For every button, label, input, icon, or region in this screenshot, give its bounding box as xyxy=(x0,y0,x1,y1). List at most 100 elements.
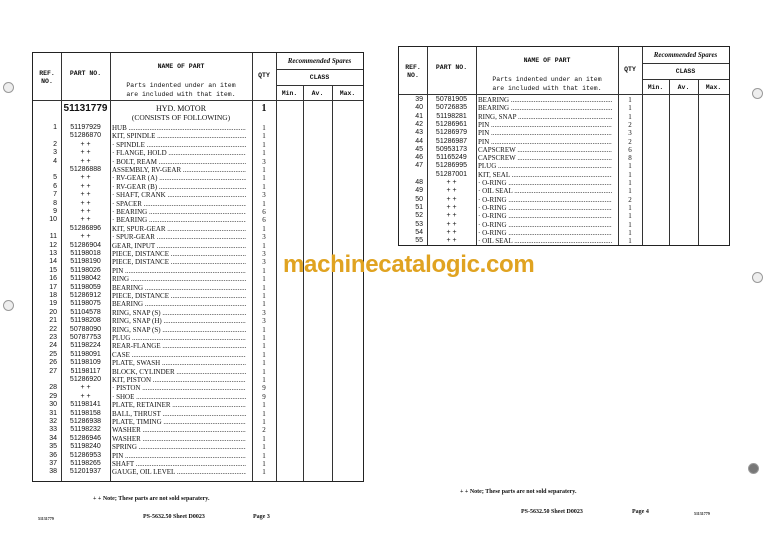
quantity: 3 xyxy=(262,308,266,317)
header-divider xyxy=(33,100,363,101)
quantity: 1 xyxy=(262,292,266,300)
part-no-header: PART NO. xyxy=(69,70,102,77)
quantity: 1 xyxy=(628,96,632,104)
ref-no: 25 xyxy=(49,350,57,358)
part-no: + + xyxy=(80,392,91,400)
part-no: 51286938 xyxy=(69,418,102,425)
column-divider xyxy=(61,53,62,481)
table-row: 27 51198117 BLOCK, CYLINDER 1 xyxy=(33,368,363,376)
quantity: 3 xyxy=(262,317,266,326)
table-row: 28 + + · PISTON 9 xyxy=(33,384,363,392)
part-name: · SPACER xyxy=(112,200,246,208)
header-divider xyxy=(276,85,363,86)
part-no: 51286995 xyxy=(435,162,468,170)
header-divider xyxy=(399,94,729,95)
part-name: KIT, SPINDLE xyxy=(112,132,246,140)
table-row: 48 + + · O-RING 1 xyxy=(399,179,729,187)
part-no: 51286920 xyxy=(69,376,102,383)
part-name: GEAR, INPUT xyxy=(112,242,246,250)
part-no: 51286912 xyxy=(69,292,102,299)
part-name: PIN xyxy=(112,267,246,275)
part-no: + + xyxy=(80,140,91,148)
table-row: 16 51198042 RING 1 xyxy=(33,275,363,283)
part-name: · BEARING xyxy=(112,216,246,224)
part-no: 51198091 xyxy=(70,350,101,358)
part-name: PLUG xyxy=(478,162,612,170)
quantity: 1 xyxy=(262,149,266,158)
part-name: CASE xyxy=(112,351,246,359)
ref-no: 10 xyxy=(49,216,57,224)
part-name: PLATE, TIMING xyxy=(112,418,246,426)
ref-no: 39 xyxy=(415,96,423,103)
ref-no: 14 xyxy=(49,258,57,266)
part-no: + + xyxy=(80,174,91,182)
ref-no: 35 xyxy=(49,443,57,451)
ref-no: 50 xyxy=(415,195,423,203)
table-row: 3 + + · FLANGE, HOLD 1 xyxy=(33,149,363,157)
part-name: BEARING xyxy=(478,96,612,104)
part-no: 51198208 xyxy=(70,317,101,325)
table-row: 22 50788090 RING, SNAP (S) 1 xyxy=(33,326,363,334)
ref-no: 41 xyxy=(415,112,423,120)
ref-no: 12 xyxy=(49,241,57,249)
quantity: 1 xyxy=(262,199,266,208)
table-row: 9 + + · BEARING 6 xyxy=(33,208,363,216)
header-divider xyxy=(642,63,729,64)
quantity: 1 xyxy=(262,359,266,368)
part-no: 51286896 xyxy=(69,224,102,232)
part-no: + + xyxy=(446,228,457,236)
ref-no: 11 xyxy=(49,233,57,241)
table-row: 10 + + · BEARING 6 xyxy=(33,216,363,224)
table-row: 51286870 KIT, SPINDLE 1 xyxy=(33,132,363,140)
recommended-spares-header: Recommended Spares xyxy=(287,57,352,65)
part-no: 51286961 xyxy=(435,120,468,128)
part-name: CAPSCREW xyxy=(478,154,612,162)
part-no: 51198059 xyxy=(70,283,101,291)
qty-header: QTY xyxy=(258,72,270,79)
quantity: 3 xyxy=(262,250,266,258)
table-row: 51286920 KIT, PISTON 1 xyxy=(33,376,363,384)
part-name: HUB xyxy=(112,124,246,132)
quantity: 1 xyxy=(628,104,632,113)
part-no: + + xyxy=(80,149,91,157)
quantity: 1 xyxy=(262,418,266,426)
ref-no: 20 xyxy=(49,308,57,316)
indent-note: Parts indented under an item xyxy=(492,76,602,83)
quantity: 1 xyxy=(628,179,632,187)
part-name: · FLANGE, HOLD xyxy=(112,149,246,157)
quantity: 1 xyxy=(262,443,266,452)
header-divider xyxy=(276,69,363,70)
part-name: · O-RING xyxy=(478,179,612,187)
parts-table-right: REF. NO. PART NO. NAME OF PART Parts indent… xyxy=(398,46,730,246)
part-name: SHAFT xyxy=(112,460,246,468)
part-no: 51286904 xyxy=(69,241,102,249)
quantity: 9 xyxy=(262,384,266,393)
part-name: RING, SNAP (H) xyxy=(112,317,246,325)
quantity: 9 xyxy=(262,392,266,401)
table-row: 53 + + · O-RING 1 xyxy=(399,221,729,229)
part-no: 51198026 xyxy=(70,266,101,274)
table-row: 51286896 KIT, SPUR-GEAR 1 xyxy=(33,225,363,233)
ref-no: 21 xyxy=(49,317,57,325)
ref-no: 3 xyxy=(53,149,57,157)
ref-no: 23 xyxy=(49,334,57,341)
table-row: 43 51286979 PIN 3 xyxy=(399,129,729,137)
table-row: 47 51286995 PLUG 1 xyxy=(399,162,729,170)
table-row: 51287001 KIT, SEAL 1 xyxy=(399,171,729,179)
part-no: + + xyxy=(80,157,91,165)
quantity: 2 xyxy=(262,426,266,435)
part-no: + + xyxy=(80,384,91,392)
part-no: 51198109 xyxy=(70,359,101,367)
quantity: 2 xyxy=(628,120,632,129)
table-row: 17 51198059 BEARING 1 xyxy=(33,284,363,292)
table-row: 55 + + · OIL SEAL 1 xyxy=(399,237,729,245)
part-no: + + xyxy=(80,233,91,241)
footer-code: 51131779 xyxy=(694,511,710,516)
part-name: SPRING xyxy=(112,443,246,451)
quantity: 1 xyxy=(628,228,632,237)
av-header: Av. xyxy=(677,84,690,91)
column-divider xyxy=(110,53,111,481)
ref-no: 31 xyxy=(49,409,57,417)
av-header: Av. xyxy=(311,90,324,97)
part-no: 51198117 xyxy=(70,367,101,375)
